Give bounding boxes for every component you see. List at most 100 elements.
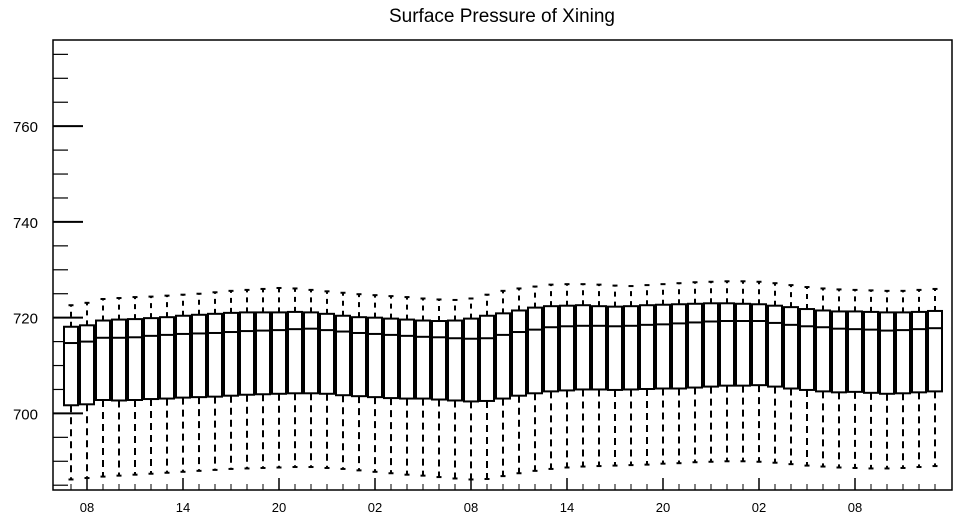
box-item	[879, 289, 895, 470]
box-item	[671, 282, 687, 465]
box-iqr	[863, 310, 879, 394]
box-item	[239, 288, 255, 470]
box-item	[79, 301, 95, 480]
box-iqr	[351, 316, 367, 398]
box-item	[447, 298, 463, 480]
box-item	[399, 296, 415, 476]
box-iqr	[159, 316, 175, 400]
box-iqr	[79, 324, 95, 406]
box-iqr	[799, 308, 815, 391]
box-item	[111, 297, 127, 477]
box-item	[767, 282, 783, 464]
box-iqr	[495, 312, 511, 400]
box-iqr	[527, 306, 543, 395]
box-item	[159, 294, 175, 474]
y-tick-label: 700	[13, 406, 38, 423]
box-item	[623, 285, 639, 467]
box-iqr	[223, 311, 239, 397]
box-item	[815, 287, 831, 468]
box-item	[543, 283, 559, 470]
box-iqr	[831, 310, 847, 394]
box-iqr	[479, 314, 495, 402]
box-item	[95, 297, 111, 478]
box-iqr	[367, 316, 383, 399]
box-iqr	[415, 319, 431, 400]
box-item	[415, 297, 431, 477]
box-iqr	[911, 310, 927, 394]
x-tick-label: 14	[560, 500, 574, 515]
box-item	[847, 288, 863, 469]
box-iqr	[895, 311, 911, 395]
box-item	[191, 292, 207, 472]
box-item	[751, 280, 767, 463]
box-iqr	[751, 303, 767, 387]
box-item	[127, 296, 143, 476]
box-iqr	[255, 311, 271, 396]
box-iqr	[95, 319, 111, 402]
box-iqr	[719, 302, 735, 387]
x-tick-label: 08	[464, 500, 478, 515]
box-item	[511, 287, 527, 475]
box-item	[655, 283, 671, 465]
box-iqr	[655, 303, 671, 390]
box-item	[319, 290, 335, 469]
box-item	[335, 291, 351, 470]
box-iqr	[399, 318, 415, 400]
box-item	[367, 294, 383, 473]
x-tick-label: 08	[80, 500, 94, 515]
box-item	[799, 286, 815, 467]
box-iqr	[207, 312, 223, 398]
box-item	[559, 283, 575, 469]
y-axis: 700 720 740 760	[13, 53, 83, 486]
y-tick-label: 760	[13, 119, 38, 136]
box-item	[303, 288, 319, 469]
box-iqr	[927, 309, 943, 393]
box-item	[207, 291, 223, 471]
box-iqr	[511, 309, 527, 397]
box-iqr	[783, 306, 799, 390]
box-item	[591, 283, 607, 468]
box-item	[703, 280, 719, 463]
box-iqr	[591, 305, 607, 391]
box-iqr	[335, 314, 351, 397]
box-item	[575, 283, 591, 468]
box-item	[479, 293, 495, 480]
box-iqr	[63, 325, 79, 407]
box-iqr	[175, 314, 191, 399]
box-series	[63, 280, 943, 481]
box-iqr	[447, 319, 463, 402]
box-iqr	[607, 305, 623, 391]
box-item	[527, 285, 543, 472]
box-item	[255, 287, 271, 469]
box-iqr	[383, 317, 399, 400]
box-item	[463, 297, 479, 481]
box-item	[271, 286, 287, 469]
box-item	[719, 280, 735, 463]
box-item	[383, 295, 399, 475]
box-iqr	[319, 312, 335, 395]
box-iqr	[111, 318, 127, 402]
box-item	[895, 289, 911, 469]
box-item	[687, 281, 703, 464]
box-item	[911, 288, 927, 469]
box-iqr	[815, 309, 831, 393]
chart-title: Surface Pressure of Xining	[389, 6, 615, 27]
box-item	[735, 280, 751, 463]
x-axis: 08 14 20 02 08 14 20 02 08	[70, 478, 936, 515]
box-item	[351, 293, 367, 472]
box-iqr	[879, 311, 895, 395]
box-item	[287, 287, 303, 469]
box-item	[495, 289, 511, 478]
box-iqr	[623, 305, 639, 391]
box-item	[607, 284, 623, 467]
box-iqr	[271, 311, 287, 395]
box-iqr	[287, 310, 303, 395]
box-iqr	[303, 311, 319, 395]
x-tick-label: 20	[272, 500, 286, 515]
box-item	[431, 298, 447, 479]
box-iqr	[767, 304, 783, 388]
x-tick-label: 20	[656, 500, 670, 515]
box-iqr	[575, 304, 591, 391]
box-item	[927, 287, 943, 468]
